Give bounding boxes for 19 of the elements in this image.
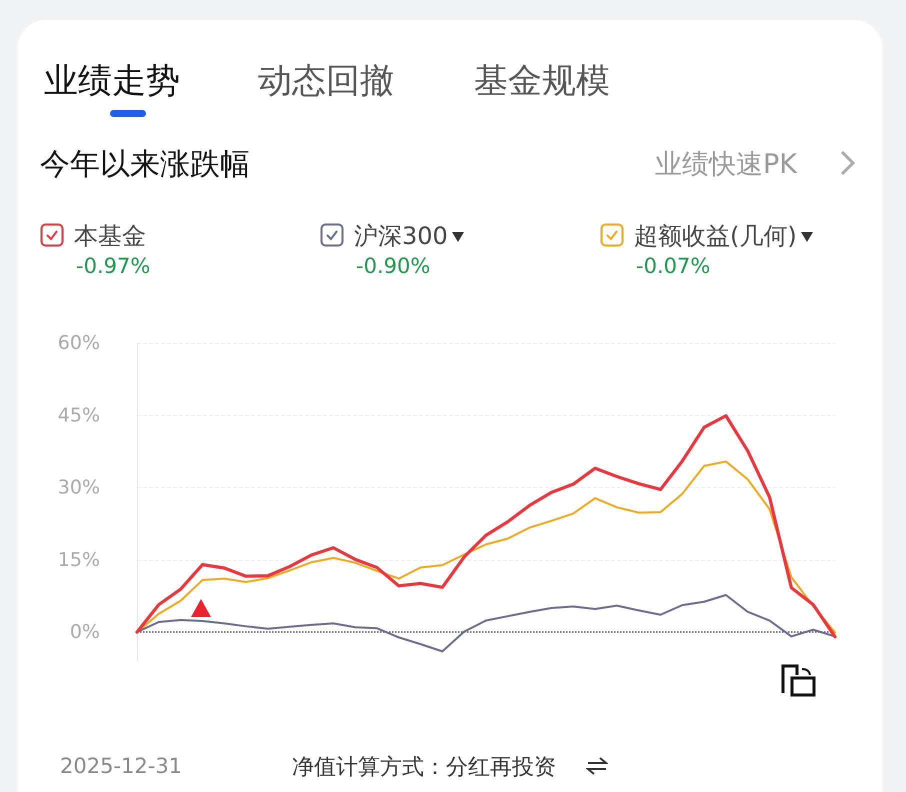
legend-label: 沪深300 bbox=[354, 222, 448, 250]
y-tick-label: 15% bbox=[58, 548, 100, 571]
text: 净值计算方式：分红再投资 bbox=[292, 754, 556, 782]
text: -0.90% bbox=[356, 254, 432, 278]
text: 业绩走势 bbox=[44, 60, 180, 103]
text: -0.97% bbox=[76, 254, 150, 278]
legend-label: 超额收益(几何) bbox=[634, 222, 797, 250]
y-tick-label: 60% bbox=[58, 332, 100, 354]
text: 动态回撤 bbox=[258, 60, 394, 103]
y-tick-label: 0% bbox=[70, 621, 100, 644]
text: 2025-12-31 bbox=[60, 754, 182, 778]
chart-title: 今年以来涨跌幅 bbox=[40, 146, 250, 184]
y-tick-label: 30% bbox=[58, 476, 100, 499]
legend-label: 本基金 bbox=[74, 222, 146, 250]
y-tick-label: 45% bbox=[58, 404, 100, 426]
text: 业绩快速PK bbox=[655, 148, 797, 182]
line-series bbox=[135, 414, 837, 638]
text: 基金规模 bbox=[474, 60, 610, 103]
text: -0.07% bbox=[636, 254, 712, 278]
